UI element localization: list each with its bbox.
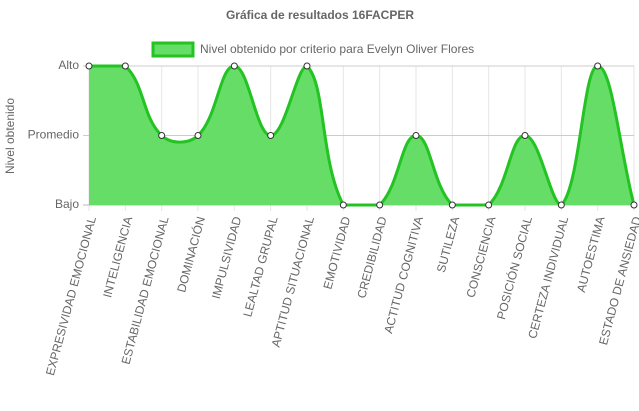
- point: [303, 62, 311, 70]
- point: [376, 201, 384, 209]
- point: [485, 201, 493, 209]
- y-tick-label: Promedio: [28, 128, 80, 142]
- point: [448, 201, 456, 209]
- point: [194, 132, 202, 139]
- x-tick-label: ACTITUD COGNITIVA: [381, 215, 426, 335]
- x-tick-label: CERTEZA INDIVIDUAL: [525, 215, 571, 340]
- point: [230, 62, 238, 70]
- point: [158, 132, 166, 139]
- x-tick-label: CONSCIENCIA: [464, 215, 499, 299]
- x-tick-label: DOMINACIÓN: [173, 215, 208, 294]
- point: [594, 62, 602, 70]
- x-tick-label: CREDIBILIDAD: [354, 215, 389, 300]
- y-axis-label: Nivel obtenido: [3, 98, 17, 174]
- x-tick-label: SUTILEZA: [434, 215, 462, 274]
- x-tick-label: IMPULSIVIDAD: [209, 215, 245, 301]
- point: [557, 201, 565, 209]
- point: [339, 201, 347, 209]
- point: [267, 132, 275, 139]
- x-tick-label: EMOTIVIDAD: [320, 215, 353, 291]
- legend-swatch: [151, 41, 195, 58]
- point: [630, 201, 638, 209]
- x-tick-label: INTELIGENCIA: [100, 215, 135, 299]
- y-tick-label: Bajo: [55, 197, 79, 211]
- chart-title: Gráfica de resultados 16FACPER: [226, 8, 414, 22]
- point: [412, 132, 420, 139]
- x-tick-label: EXPRESIVIDAD EMOCIONAL: [43, 215, 99, 377]
- point: [121, 62, 129, 70]
- x-tick-label: POSICIÓN SOCIAL: [493, 214, 535, 321]
- legend-label: Nivel obtenido por criterio para Evelyn …: [200, 42, 474, 56]
- x-tick-label: LEALTAD GRUPAL: [240, 215, 280, 319]
- x-tick-label: AUTOESTIMA: [574, 215, 608, 294]
- point: [85, 62, 93, 70]
- area: [89, 66, 634, 205]
- y-tick-label: Alto: [58, 58, 79, 72]
- point: [521, 132, 529, 139]
